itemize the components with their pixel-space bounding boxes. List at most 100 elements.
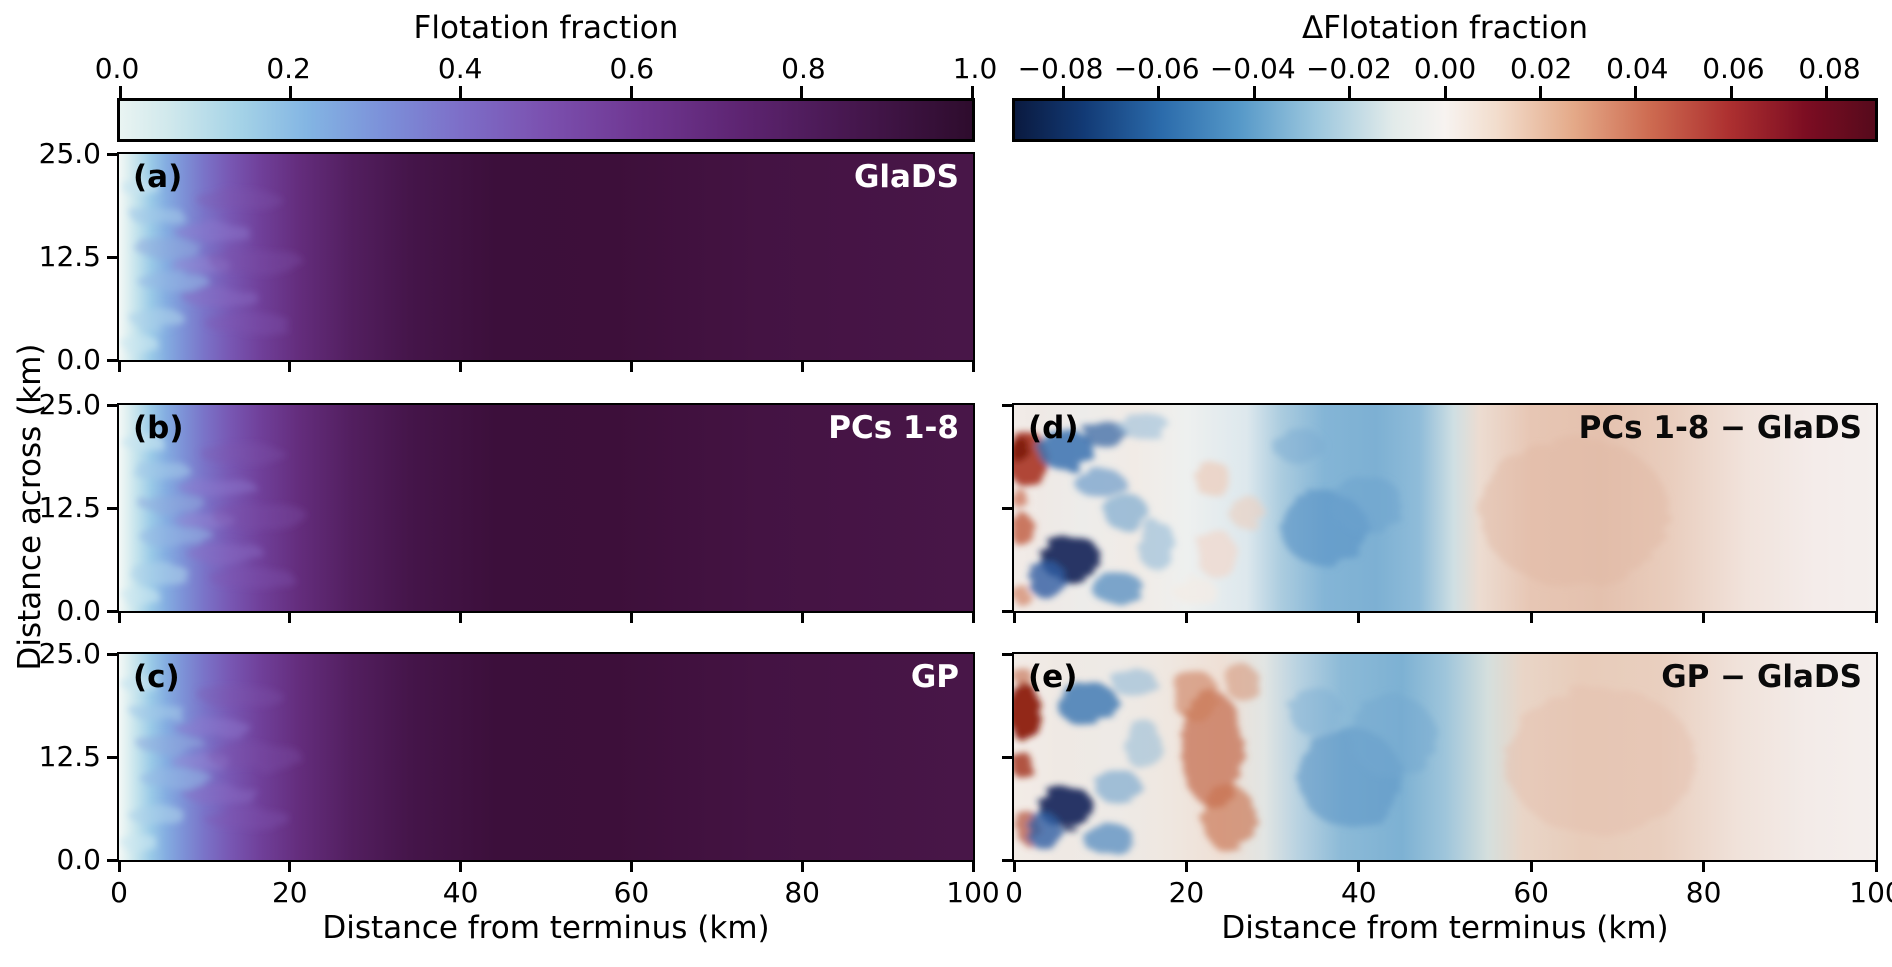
colorbar-tick-mark bbox=[1825, 86, 1829, 98]
y-tick-label: 25.0 bbox=[38, 388, 101, 421]
x-tick-mark bbox=[117, 860, 121, 872]
x-tick-label: 40 bbox=[1340, 876, 1377, 909]
panel-e-gp-minus-glads: (e) GP − GlaDS 0 20 40 60 80 100 bbox=[1002, 652, 1892, 909]
colorbar-tick-mark bbox=[1729, 86, 1733, 98]
y-tick-mark bbox=[1002, 403, 1014, 407]
panel-c-corner-label: (c) bbox=[133, 659, 180, 695]
colorbar-flotation-title: Flotation fraction bbox=[413, 10, 679, 46]
colorbar-tick-label: 0.2 bbox=[266, 52, 311, 85]
colorbar-tick-label: 0.8 bbox=[781, 52, 826, 85]
colorbar-tick-label: 0.6 bbox=[609, 52, 655, 85]
x-tick-label: 60 bbox=[1513, 876, 1549, 909]
colorbar-tick-label: −0.02 bbox=[1305, 52, 1392, 85]
colorbar-tick-label: 0.00 bbox=[1413, 52, 1477, 85]
x-tick-label: 0 bbox=[110, 876, 128, 909]
x-tick-mark bbox=[288, 860, 292, 872]
y-tick-mark bbox=[107, 358, 119, 362]
panel-d-heatmap bbox=[1014, 405, 1876, 611]
panel-d-corner-label: (d) bbox=[1028, 410, 1079, 446]
x-tick-mark bbox=[1529, 611, 1533, 623]
x-tick-label: 80 bbox=[1685, 876, 1722, 909]
colorbar-tick-mark bbox=[288, 86, 292, 98]
x-axis-label-right: Distance from terminus (km) bbox=[1221, 910, 1669, 946]
x-tick-mark bbox=[459, 360, 463, 372]
panel-a-blobs bbox=[121, 177, 303, 352]
colorbar-tick-label: −0.04 bbox=[1209, 52, 1296, 85]
panel-c-gp: (c) GP 0 20 40 60 80 100 25.0 12.5 0.0 bbox=[39, 638, 1000, 910]
panel-b-blobs bbox=[122, 433, 308, 605]
panel-a-glads: (a) GlaDS 25.0 12.5 0.0 bbox=[39, 138, 975, 376]
x-tick-label: 40 bbox=[442, 876, 479, 909]
x-tick-mark bbox=[288, 611, 292, 623]
colorbar-tick-mark bbox=[1061, 86, 1065, 98]
x-tick-mark bbox=[117, 611, 121, 623]
x-tick-label: 60 bbox=[613, 876, 650, 909]
y-tick-mark bbox=[107, 652, 119, 656]
x-tick-mark bbox=[800, 360, 804, 372]
x-tick-mark bbox=[1874, 860, 1878, 872]
x-tick-mark bbox=[629, 360, 633, 372]
colorbar-flotation-tick-labels: 0.0 0.2 0.4 0.6 0.8 1.0 bbox=[95, 52, 998, 86]
colorbar-tick-mark bbox=[1252, 86, 1256, 98]
y-tick-mark bbox=[1002, 609, 1014, 613]
x-tick-mark bbox=[629, 611, 633, 623]
colorbar-tick-mark bbox=[1538, 86, 1542, 98]
y-tick-label: 12.5 bbox=[38, 240, 101, 273]
x-tick-mark bbox=[800, 860, 804, 872]
x-tick-label: 80 bbox=[784, 876, 820, 909]
colorbar-tick-label: 0.06 bbox=[1702, 52, 1765, 85]
x-tick-mark bbox=[117, 360, 121, 372]
colorbar-tick-mark bbox=[118, 86, 122, 98]
colorbar-tick-label: 1.0 bbox=[952, 52, 998, 85]
x-tick-mark bbox=[971, 860, 975, 872]
colorbar-flotation: Flotation fraction 0.0 0.2 0.4 0.6 0.8 1.0 bbox=[95, 10, 998, 142]
x-tick-label: 100 bbox=[946, 876, 1000, 909]
panel-d-title: PCs 1-8 − GlaDS bbox=[1578, 410, 1862, 446]
colorbar-delta-tick-labels: −0.08 −0.06 −0.04 −0.02 0.00 0.02 0.04 0.06 0.08 bbox=[1012, 52, 1878, 86]
panel-c-heatmap bbox=[119, 654, 973, 860]
x-tick-mark bbox=[1357, 611, 1361, 623]
y-tick-mark bbox=[1002, 506, 1014, 510]
x-tick-mark bbox=[1702, 611, 1706, 623]
colorbar-delta-gradient bbox=[1012, 86, 1878, 142]
panel-e-title: GP − GlaDS bbox=[1661, 659, 1862, 695]
colorbar-tick-label: 0.4 bbox=[437, 52, 483, 85]
x-tick-mark bbox=[971, 611, 975, 623]
panel-d-blobs bbox=[1014, 413, 1670, 606]
y-axis-label: Distance across (km) bbox=[12, 343, 48, 671]
colorbar-tick-mark bbox=[1348, 86, 1352, 98]
colorbar-tick-mark bbox=[1443, 86, 1447, 98]
x-tick-label: 20 bbox=[271, 876, 308, 909]
panel-a-title: GlaDS bbox=[853, 159, 959, 195]
panel-d-base-gradient bbox=[1014, 405, 1876, 611]
panel-e-corner-label: (e) bbox=[1028, 659, 1078, 695]
y-tick-mark bbox=[107, 609, 119, 613]
x-tick-mark bbox=[1184, 611, 1188, 623]
colorbar-tick-label: −0.08 bbox=[1017, 52, 1104, 85]
colorbar-tick-label: 0.02 bbox=[1509, 52, 1573, 85]
x-tick-mark bbox=[800, 611, 804, 623]
panel-b-heatmap bbox=[119, 405, 973, 611]
x-tick-mark bbox=[1184, 860, 1188, 872]
colorbar-tick-mark bbox=[1157, 86, 1161, 98]
x-tick-mark bbox=[1012, 860, 1016, 872]
x-tick-mark bbox=[1529, 860, 1533, 872]
y-tick-label: 12.5 bbox=[38, 491, 101, 524]
x-tick-mark bbox=[1702, 860, 1706, 872]
y-tick-label: 25.0 bbox=[38, 637, 101, 670]
y-tick-mark bbox=[107, 755, 119, 759]
colorbar-tick-label: 0.08 bbox=[1798, 52, 1861, 85]
x-tick-mark bbox=[1357, 860, 1361, 872]
x-tick-mark bbox=[288, 360, 292, 372]
x-axis-label-left: Distance from terminus (km) bbox=[322, 910, 770, 946]
panel-a-heatmap bbox=[119, 154, 973, 360]
x-tick-mark bbox=[1874, 611, 1878, 623]
colorbar-flotation-gradient bbox=[117, 86, 975, 142]
colorbar-tick-label: 0.0 bbox=[94, 52, 140, 85]
y-tick-mark bbox=[107, 403, 119, 407]
y-tick-mark bbox=[1002, 858, 1014, 862]
y-tick-mark bbox=[107, 506, 119, 510]
y-tick-label: 25.0 bbox=[38, 137, 101, 170]
x-tick-label: 100 bbox=[1849, 876, 1892, 909]
